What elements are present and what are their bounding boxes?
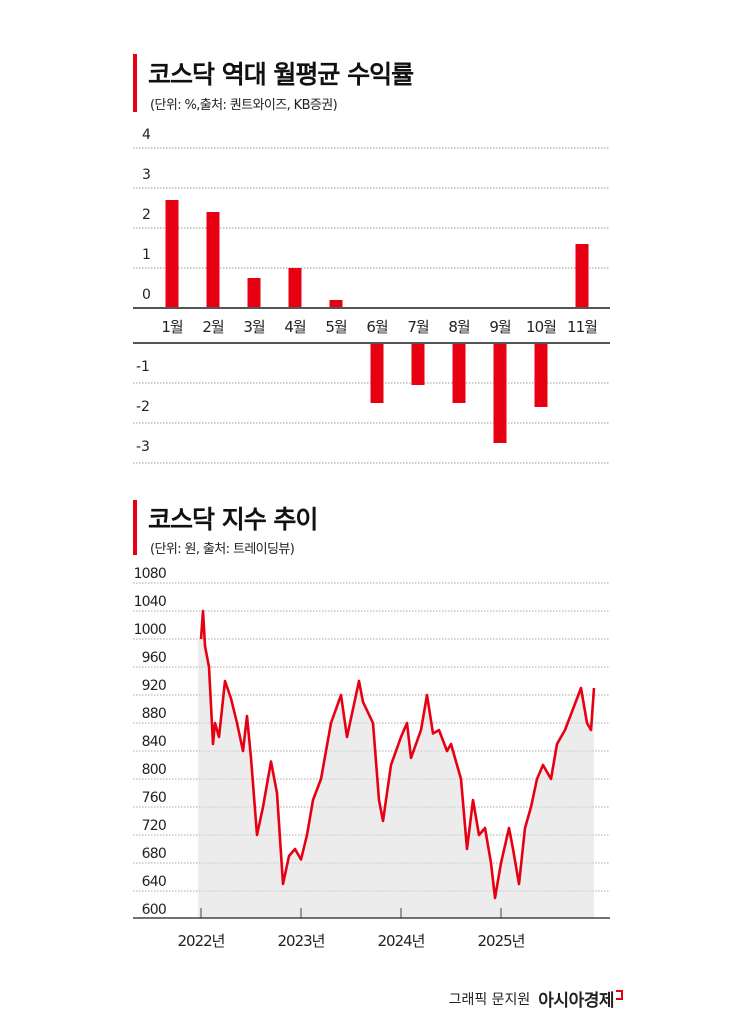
line-y-tick-label: 800 [142,762,166,778]
bar [411,343,425,385]
bar [247,278,261,308]
bar-chart-subtitle: (단위: %,출처: 퀀트와이즈, KB증권) [150,98,338,113]
bar-chart-title: 코스닥 역대 월평균 수익률 [148,60,414,89]
bar-x-label: 10월 [526,318,556,336]
line-y-tick-label: 720 [142,818,166,834]
bar-y-tick-label: -2 [136,399,150,415]
line-y-tick-label: 920 [142,678,166,694]
line-y-tick-label: 760 [142,790,166,806]
line-y-tick-label: 840 [142,734,166,750]
bar-x-label: 3월 [243,318,265,336]
bar-chart: 4 3 2 1 0 -1 -2 -3 1월 2월 3월 4월 5월 6월 7월 8월 9월 10월 11월 [133,127,610,464]
line-x-tick-label: 2024년 [378,932,425,950]
line-y-tick-label: 640 [142,874,166,890]
line-chart-subtitle: (단위: 원, 출처: 트레이딩뷰) [150,542,295,557]
bar-x-label: 11월 [567,318,597,336]
bar-x-label: 1월 [161,318,183,336]
line-y-tick-label: 880 [142,706,166,722]
bar-x-label: 4월 [284,318,306,336]
line-chart-title: 코스닥 지수 추이 [148,505,318,534]
line-chart-y-ticks: 1080 1040 1000 960 920 880 840 800 760 720 680 640 6… [134,566,167,918]
bar-chart-bars [165,200,589,443]
bar-chart-x-labels: 1월 2월 3월 4월 5월 6월 7월 8월 9월 10월 11월 [161,318,598,336]
brand-mark-icon [616,989,623,1000]
designer-credit: 그래픽 문지원 [448,991,531,1008]
bar-x-label: 9월 [489,318,511,336]
line-chart-title-accent [133,500,137,555]
bar-y-tick-label: 2 [142,207,151,223]
bar [493,343,507,443]
bar [534,343,548,407]
line-y-tick-label: 1040 [134,594,166,610]
bar-y-tick-label: 4 [142,127,151,143]
line-y-tick-label: 960 [142,650,166,666]
line-chart: 1080 1040 1000 960 920 880 840 800 760 720 680 640 6… [133,566,610,950]
bar [370,343,384,403]
line-x-tick-label: 2025년 [478,932,525,950]
bar-chart-y-ticks: 4 3 2 1 0 -1 -2 -3 [136,127,151,455]
bar-y-tick-label: 0 [142,287,151,303]
bar-x-label: 7월 [407,318,429,336]
line-chart-series-line [199,609,596,900]
line-chart-area-fill [198,611,594,918]
bar-chart-title-accent [133,54,137,112]
line-x-tick-label: 2023년 [278,932,325,950]
bar-y-tick-label: 3 [142,167,151,183]
line-y-tick-label: 600 [142,902,166,918]
bar-x-label: 2월 [202,318,224,336]
line-chart-x-ticks: 2022년 2023년 2024년 2025년 [178,908,526,950]
line-chart-gridlines-overlay [133,582,610,892]
bar [575,244,589,308]
bar [452,343,466,403]
bar [206,212,220,308]
bar [165,200,179,308]
line-x-tick-label: 2022년 [178,932,225,950]
bar-x-label: 8월 [448,318,470,336]
bar-x-label: 6월 [366,318,388,336]
line-y-tick-label: 1000 [134,622,166,638]
bar [288,268,302,308]
bar-y-tick-label: -3 [136,439,150,455]
line-y-tick-label: 1080 [134,566,166,582]
bar-y-tick-label: 1 [142,247,151,263]
line-y-tick-label: 680 [142,846,166,862]
bar-y-tick-label: -1 [136,359,150,375]
bar-x-label: 5월 [325,318,347,336]
credit-line: 그래픽 문지원 아시아경제 [449,986,623,1011]
brand-logo-text: 아시아경제 [538,991,614,1011]
bar-chart-gridlines [133,147,610,464]
bar [329,300,343,308]
